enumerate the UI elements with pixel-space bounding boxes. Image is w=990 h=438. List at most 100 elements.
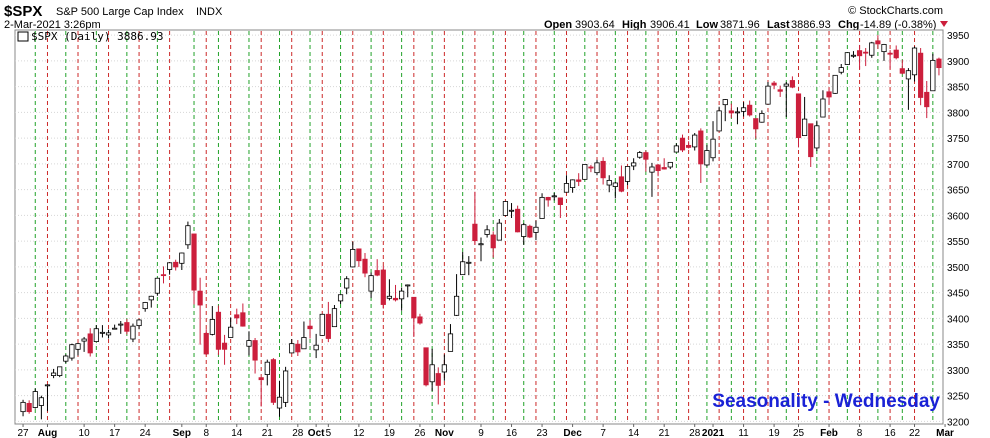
candle [783, 82, 789, 118]
candle [704, 144, 710, 167]
candle-body [502, 201, 509, 216]
candle [20, 399, 26, 417]
candle [136, 318, 142, 330]
x-tick-label: 26 [414, 428, 426, 438]
candle-body [173, 261, 179, 268]
candle [686, 141, 692, 149]
high-label: High [622, 19, 647, 31]
candle-body [661, 167, 667, 170]
candle [447, 324, 454, 352]
instrument-name: S&P 500 Large Cap Index [56, 6, 184, 18]
candle-body [270, 359, 276, 403]
candle [313, 333, 319, 359]
x-tick-label: 14 [231, 428, 243, 438]
candle [545, 196, 551, 207]
candle-body [38, 397, 44, 406]
candle [228, 317, 234, 338]
candle-body [722, 99, 728, 106]
candle-body [508, 209, 515, 212]
candle-body [624, 166, 631, 182]
candle [105, 329, 112, 339]
candle-body [429, 364, 435, 383]
candle [679, 134, 686, 153]
candle-body [356, 248, 362, 262]
candle [600, 157, 606, 185]
candle-body [441, 364, 447, 373]
candle-body [588, 166, 594, 169]
x-tick-label: 7 [600, 428, 606, 438]
x-tick-label: 9 [478, 428, 484, 438]
candle [698, 128, 704, 183]
x-tick-label: 2021 [702, 428, 725, 438]
candle-body [637, 152, 643, 158]
candle [612, 181, 618, 199]
candle [844, 52, 850, 66]
y-tick-label: 3500 [947, 263, 970, 274]
x-tick-label: 10 [79, 428, 91, 438]
candle [728, 103, 734, 119]
candle [50, 368, 57, 379]
down-arrow-icon [940, 21, 948, 27]
candle-body [32, 391, 38, 408]
x-tick-label: 28 [689, 428, 701, 438]
candle-body [466, 261, 472, 264]
candle-body [850, 54, 857, 57]
candle [57, 366, 63, 378]
candle-body [191, 233, 197, 291]
candle [551, 192, 557, 201]
candle-body [447, 333, 454, 352]
y-tick-label: 3950 [947, 31, 970, 42]
candle [118, 320, 124, 334]
symbol: $SPX [4, 3, 42, 20]
candle-body [453, 295, 460, 316]
candle-body [899, 68, 905, 74]
candle-body [75, 343, 81, 350]
candle [478, 237, 484, 262]
candle [765, 82, 771, 105]
candle-body [539, 196, 545, 219]
candle-body [869, 42, 875, 56]
candle-body [783, 83, 789, 87]
candle-body [423, 347, 429, 386]
candle-body [631, 162, 637, 167]
x-tick-label: 8 [857, 428, 863, 438]
candle [624, 166, 631, 186]
candle [753, 118, 759, 139]
candle [453, 274, 460, 316]
candle [533, 220, 539, 241]
candle-body [789, 80, 796, 88]
candle-body [136, 319, 142, 327]
candle-body [600, 160, 606, 179]
candle [203, 329, 209, 355]
candle [399, 287, 405, 311]
x-tick-label: 21 [262, 428, 274, 438]
candle-body [325, 313, 331, 339]
candle [270, 358, 276, 405]
candle-body [142, 302, 148, 310]
candle-body [344, 278, 350, 289]
candle [63, 354, 69, 364]
candle [911, 46, 918, 82]
x-tick-label: 11 [738, 428, 749, 438]
y-tick-label: 3550 [947, 237, 970, 248]
candle-body [655, 164, 661, 172]
candle [234, 308, 240, 325]
candles [20, 35, 942, 420]
candle-body [368, 275, 374, 292]
candle-body [753, 118, 759, 130]
candle [191, 233, 197, 305]
candle-body [863, 51, 869, 54]
last-label: Last [767, 19, 790, 31]
y-tick-label: 3850 [947, 83, 970, 94]
candle-body [435, 373, 441, 386]
candle-body [710, 138, 716, 159]
candle [643, 150, 649, 172]
candle-body [747, 104, 753, 116]
x-tick-label: 5 [326, 428, 332, 438]
y-tick-label: 3250 [947, 392, 970, 403]
x-tick-label: 19 [769, 428, 781, 438]
candle [655, 164, 661, 177]
candle-body [814, 125, 820, 149]
candle-body [93, 328, 99, 342]
candle-body [569, 179, 576, 189]
